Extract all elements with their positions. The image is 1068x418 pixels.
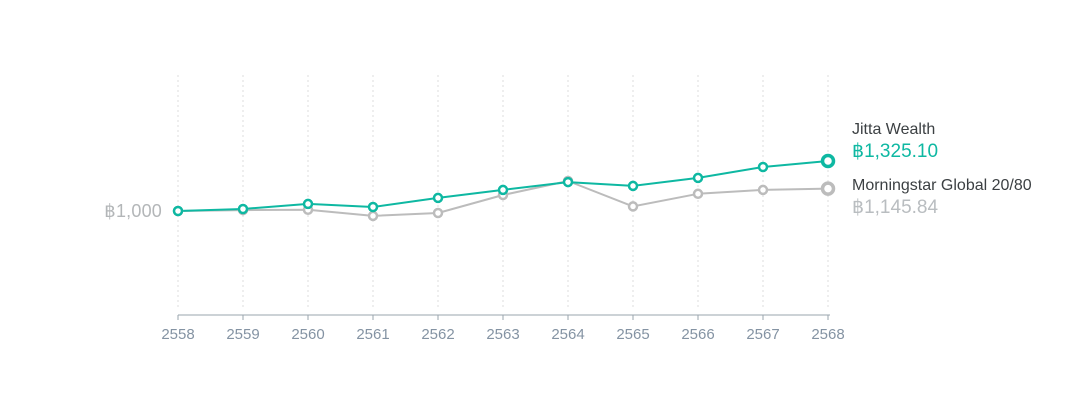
data-point[interactable] — [432, 207, 444, 219]
x-axis-label: 2567 — [746, 326, 779, 343]
x-axis-label: 2564 — [551, 326, 584, 343]
data-point[interactable] — [627, 180, 639, 192]
x-axis-label: 2558 — [161, 326, 194, 343]
y-axis-baseline-label: ฿1,000 — [104, 201, 162, 221]
x-axis-label: 2563 — [486, 326, 519, 343]
x-axis-label: 2565 — [616, 326, 649, 343]
x-axis-label: 2562 — [421, 326, 454, 343]
data-point[interactable] — [757, 161, 769, 173]
data-point[interactable] — [172, 205, 184, 217]
x-axis-label: 2566 — [681, 326, 714, 343]
series-current-value: ฿1,145.84 — [852, 197, 939, 218]
data-point[interactable] — [432, 192, 444, 204]
data-point[interactable] — [692, 172, 704, 184]
data-point[interactable] — [757, 184, 769, 196]
legend-entry-jitta-wealth: Jitta Wealth ฿1,325.10 — [852, 120, 1032, 163]
x-axis-label: 2561 — [356, 326, 389, 343]
chart-legend: Jitta Wealth ฿1,325.10 Morningstar Globa… — [852, 120, 1032, 219]
data-point[interactable] — [627, 201, 639, 212]
series-name-label: Jitta Wealth — [852, 121, 936, 138]
data-point[interactable] — [562, 176, 574, 188]
x-axis-label: 2560 — [291, 326, 324, 343]
data-point[interactable] — [367, 210, 379, 222]
data-point[interactable] — [692, 188, 704, 200]
legend-entry-morningstar-global-20-80: Morningstar Global 20/80 ฿1,145.84 — [852, 176, 1032, 219]
data-point[interactable] — [820, 153, 836, 169]
data-point[interactable] — [367, 201, 379, 213]
data-point[interactable] — [820, 181, 836, 196]
data-point[interactable] — [302, 198, 314, 210]
series-current-value: ฿1,325.10 — [852, 141, 939, 162]
x-axis-label: 2559 — [226, 326, 259, 343]
data-point[interactable] — [237, 203, 249, 215]
data-point[interactable] — [497, 184, 509, 196]
x-axis-label: 2568 — [811, 326, 844, 343]
series-name-label: Morningstar Global 20/80 — [852, 177, 1032, 194]
